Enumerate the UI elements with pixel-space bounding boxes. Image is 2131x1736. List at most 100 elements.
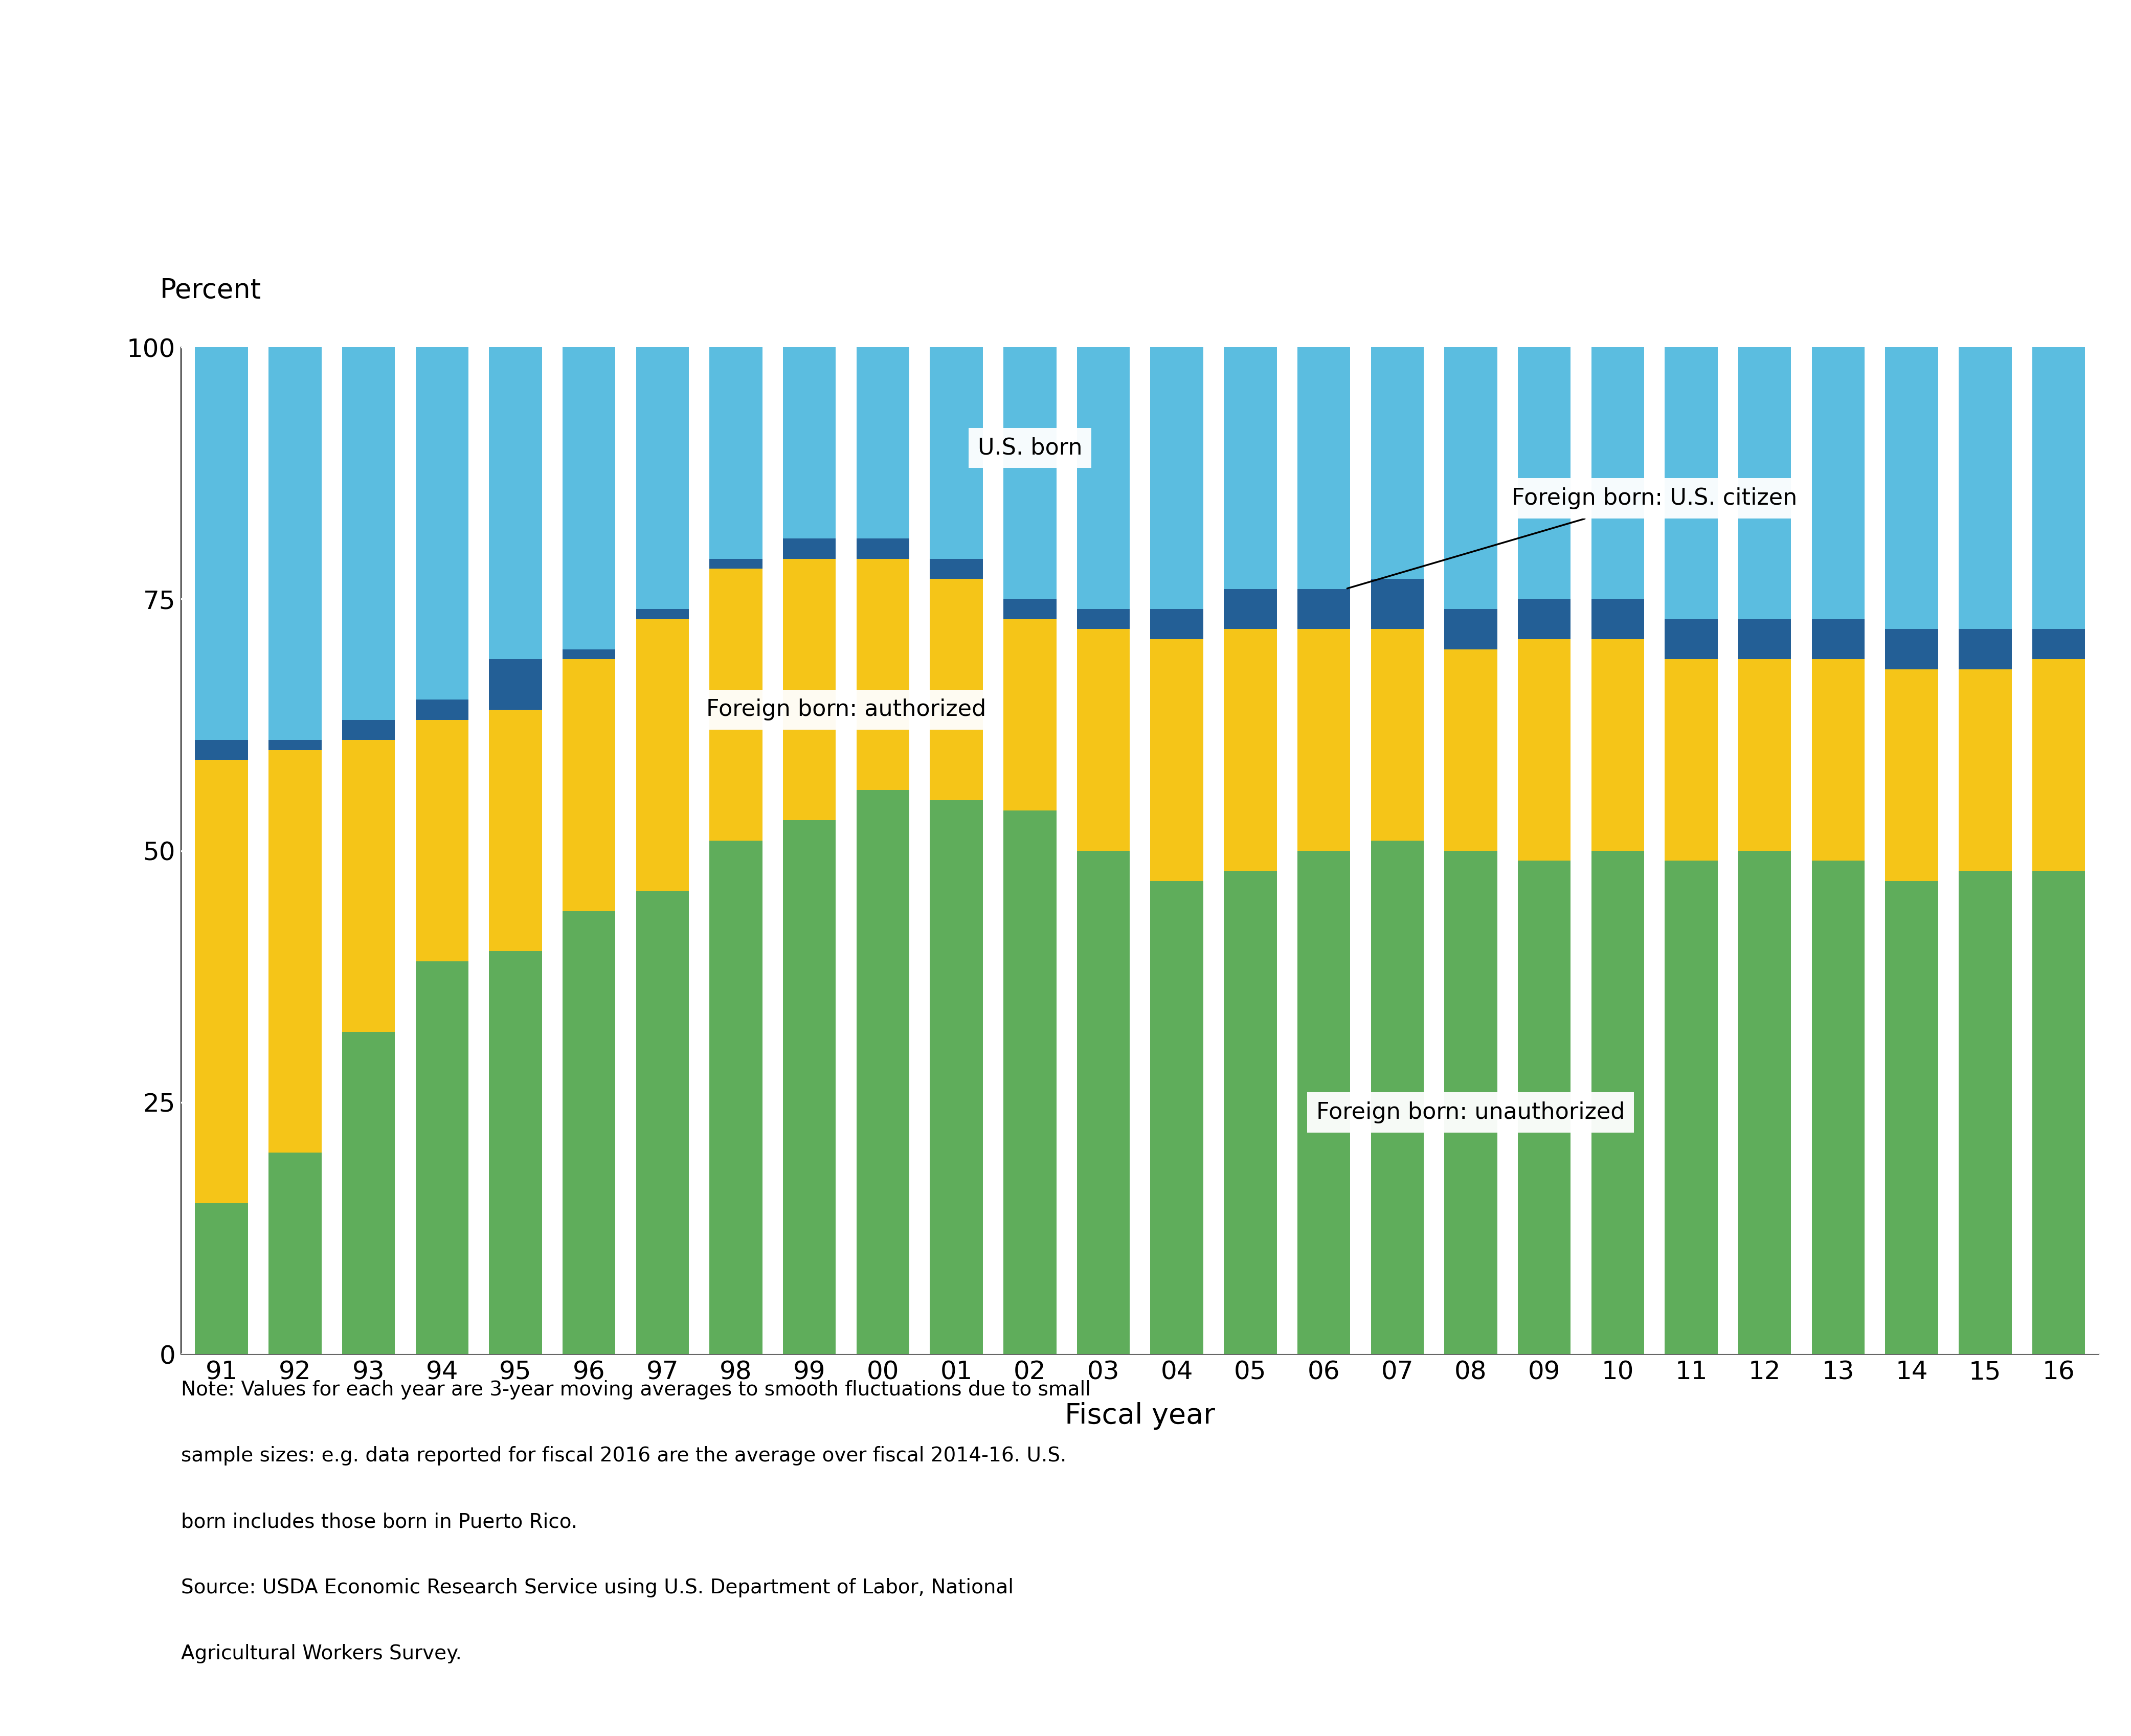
Bar xyxy=(1076,347,1129,609)
Text: Legal status of hired crop farmworkers, fiscal 1991-2016: Legal status of hired crop farmworkers, … xyxy=(38,83,1406,125)
X-axis label: Fiscal year: Fiscal year xyxy=(1066,1403,1215,1430)
Text: Percent: Percent xyxy=(160,278,262,304)
Bar xyxy=(782,538,835,559)
Bar xyxy=(1151,609,1204,639)
Bar xyxy=(2033,660,2084,871)
Bar xyxy=(1445,851,1498,1354)
Bar xyxy=(1739,347,1792,620)
Bar xyxy=(1664,620,1718,660)
Bar xyxy=(1664,347,1718,620)
Bar xyxy=(1298,628,1351,851)
Text: Note: Values for each year are 3-year moving averages to smooth fluctuations due: Note: Values for each year are 3-year mo… xyxy=(181,1380,1091,1399)
Bar xyxy=(196,740,247,760)
Bar xyxy=(635,347,688,609)
Bar xyxy=(1004,620,1057,811)
Bar xyxy=(416,720,469,962)
Bar xyxy=(1811,660,1865,861)
Bar xyxy=(782,347,835,538)
Bar xyxy=(196,347,247,740)
Bar xyxy=(1664,861,1718,1354)
Text: Foreign born: unauthorized: Foreign born: unauthorized xyxy=(1317,1101,1626,1123)
Bar xyxy=(488,347,541,660)
Bar xyxy=(1445,609,1498,649)
Bar xyxy=(635,609,688,620)
Text: Agricultural Workers Survey.: Agricultural Workers Survey. xyxy=(181,1644,462,1663)
Text: Source: USDA Economic Research Service using U.S. Department of Labor, National: Source: USDA Economic Research Service u… xyxy=(181,1578,1014,1597)
Bar xyxy=(1370,840,1424,1354)
Bar xyxy=(1811,347,1865,620)
Bar xyxy=(1370,628,1424,840)
Bar xyxy=(488,710,541,951)
Bar xyxy=(1004,599,1057,620)
Bar xyxy=(929,578,982,800)
Bar xyxy=(1886,880,1937,1354)
Text: Foreign born: U.S. citizen: Foreign born: U.S. citizen xyxy=(1347,488,1796,589)
Bar xyxy=(1223,871,1276,1354)
Bar xyxy=(1151,880,1204,1354)
Bar xyxy=(343,1031,394,1354)
Bar xyxy=(563,347,616,649)
Bar xyxy=(1151,347,1204,609)
Bar xyxy=(857,559,910,790)
Bar xyxy=(857,790,910,1354)
Bar xyxy=(929,800,982,1354)
Bar xyxy=(1958,628,2012,670)
Bar xyxy=(1223,628,1276,871)
Bar xyxy=(710,569,763,840)
Bar xyxy=(929,559,982,578)
Bar xyxy=(269,740,322,750)
Bar xyxy=(635,620,688,891)
Bar xyxy=(1517,599,1571,639)
Bar xyxy=(1298,589,1351,628)
Bar xyxy=(269,1153,322,1354)
Bar xyxy=(2033,871,2084,1354)
Bar xyxy=(343,347,394,720)
Bar xyxy=(1517,861,1571,1354)
Bar xyxy=(563,660,616,911)
Bar xyxy=(269,347,322,740)
Bar xyxy=(1811,861,1865,1354)
Bar xyxy=(488,951,541,1354)
Bar xyxy=(782,559,835,821)
Bar xyxy=(710,840,763,1354)
Bar xyxy=(1223,347,1276,589)
Bar xyxy=(1151,639,1204,880)
Bar xyxy=(416,700,469,720)
Bar xyxy=(1739,851,1792,1354)
Bar xyxy=(1076,628,1129,851)
Bar xyxy=(929,347,982,559)
Bar xyxy=(269,750,322,1153)
Text: U.S. born: U.S. born xyxy=(978,437,1083,458)
Bar xyxy=(416,962,469,1354)
Bar xyxy=(1886,347,1937,628)
Bar xyxy=(1958,347,2012,628)
Bar xyxy=(1739,660,1792,851)
Bar xyxy=(1445,347,1498,609)
Bar xyxy=(1517,347,1571,599)
Bar xyxy=(416,347,469,700)
Bar xyxy=(1811,620,1865,660)
Bar xyxy=(563,649,616,660)
Bar xyxy=(1958,871,2012,1354)
Bar xyxy=(1592,851,1645,1354)
Bar xyxy=(1592,599,1645,639)
Bar xyxy=(2033,347,2084,628)
Bar xyxy=(488,660,541,710)
Bar xyxy=(196,760,247,1203)
Bar xyxy=(782,821,835,1354)
Bar xyxy=(857,538,910,559)
Bar xyxy=(563,911,616,1354)
Bar xyxy=(196,1203,247,1354)
Text: Foreign born: authorized: Foreign born: authorized xyxy=(705,698,987,720)
Bar xyxy=(1958,670,2012,871)
Bar xyxy=(1739,620,1792,660)
Text: born includes those born in Puerto Rico.: born includes those born in Puerto Rico. xyxy=(181,1512,578,1531)
Bar xyxy=(1517,639,1571,861)
Bar xyxy=(1298,851,1351,1354)
Bar xyxy=(710,347,763,559)
Bar xyxy=(1886,670,1937,880)
Bar xyxy=(1004,811,1057,1354)
Bar xyxy=(635,891,688,1354)
Bar xyxy=(343,740,394,1031)
Bar xyxy=(1370,578,1424,628)
